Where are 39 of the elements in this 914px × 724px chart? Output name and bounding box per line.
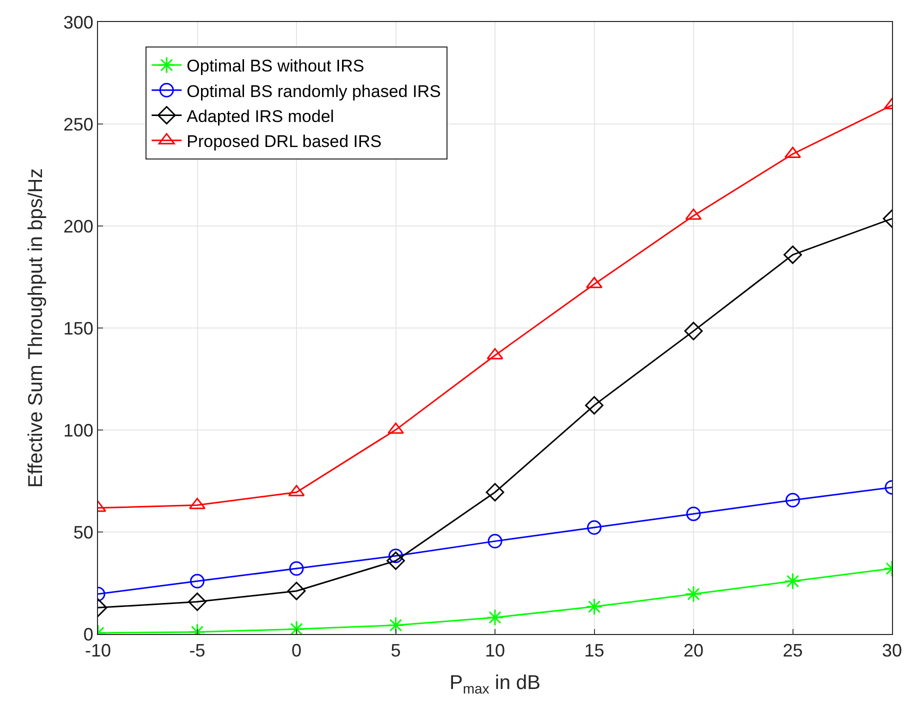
point — [786, 492, 800, 508]
point — [190, 574, 204, 588]
x-tick-label: 15 — [584, 640, 604, 661]
y-tick-label: 50 — [73, 522, 94, 542]
x-tick-label: 30 — [882, 640, 902, 661]
point — [784, 572, 802, 590]
x-tick-label: 10 — [484, 640, 506, 661]
point — [684, 322, 703, 340]
point — [585, 396, 604, 415]
x-tick-label: 0 — [291, 640, 302, 661]
legend-label: Optimal BS without IRS — [186, 56, 364, 76]
x-axis-title: P$_{max}$ in dB — [450, 672, 540, 696]
legend-label: Proposed DRL based IRS — [186, 132, 382, 151]
y-tick-label: 200 — [63, 216, 94, 236]
x-tick-label: 20 — [683, 640, 704, 661]
point — [686, 506, 701, 522]
y-tick-label: 300 — [63, 12, 94, 32]
point — [287, 582, 306, 600]
point — [587, 520, 602, 535]
point — [486, 483, 504, 502]
point — [289, 561, 304, 576]
y-tick-label: 100 — [63, 420, 94, 440]
x-tick-label: 5 — [390, 640, 401, 661]
point — [488, 534, 502, 548]
x-tick-label: -5 — [189, 640, 206, 661]
point — [486, 608, 504, 626]
legend-label: Adapted IRS model — [186, 106, 334, 126]
y-axis-title: Effective Sum Throughput in bps/Hz — [24, 168, 47, 488]
y-tick-label: 250 — [63, 114, 94, 134]
point — [784, 246, 802, 264]
x-tick-label: 25 — [782, 640, 803, 661]
y-tick-label: 150 — [63, 318, 94, 338]
point — [188, 592, 206, 611]
point — [387, 616, 404, 634]
point — [288, 484, 305, 496]
legend-label: Optimal BS randomly phased IRS — [186, 82, 441, 101]
point — [386, 552, 405, 570]
point — [684, 585, 702, 603]
point — [586, 598, 603, 616]
